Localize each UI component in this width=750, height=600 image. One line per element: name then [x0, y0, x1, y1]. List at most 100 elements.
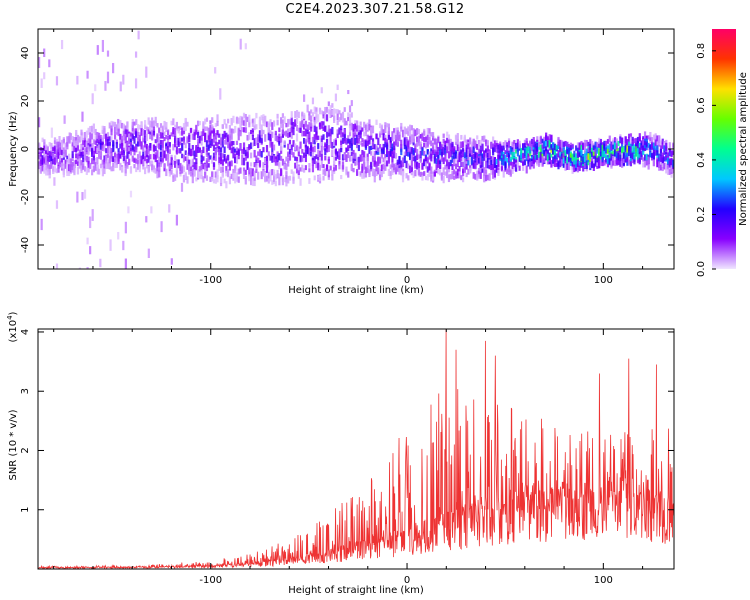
spectrogram-cell: [419, 150, 422, 157]
spectrogram-cell: [493, 140, 496, 148]
spectrogram-cell: [350, 122, 353, 131]
spectrogram-cell: [184, 117, 187, 123]
spectrogram-cell: [91, 209, 94, 221]
spectrogram-cell: [73, 140, 76, 147]
spectrogram-cell: [366, 140, 369, 146]
snr-line: [38, 329, 674, 569]
spectrogram-cell: [278, 127, 281, 133]
spectrogram-cell: [62, 153, 65, 158]
spectrogram-cell: [407, 126, 410, 132]
spectrogram-cell: [255, 112, 258, 119]
spectrogram-cell: [476, 158, 479, 166]
spectrogram-cell: [532, 137, 535, 142]
spectrogram-cell: [144, 136, 147, 144]
spectrogram-cell: [119, 154, 122, 159]
spectrogram-cell: [135, 119, 138, 125]
spectrogram-cell: [576, 166, 580, 173]
spectrogram-cell: [152, 126, 156, 133]
spectrogram-cell: [320, 145, 323, 153]
spectrogram-cell: [504, 154, 507, 162]
spectrogram-cell: [386, 160, 389, 167]
spectrogram-cell: [131, 121, 134, 128]
spectrogram-cell: [80, 129, 83, 136]
spectrogram-cell: [347, 89, 350, 95]
spectrogram-cell: [235, 155, 239, 164]
spectrogram-cell: [193, 155, 196, 160]
spectrogram-cell: [133, 158, 136, 163]
spectrogram-cell: [216, 114, 219, 123]
spectrogram-cell: [205, 140, 209, 148]
spectrogram-cell: [170, 120, 173, 126]
spectrogram-cell: [234, 156, 237, 164]
spectrogram-cell: [106, 162, 110, 169]
spectrogram-cell: [553, 159, 557, 168]
spectrogram-cell: [391, 143, 394, 151]
spectrogram-cell: [165, 128, 168, 133]
spectrogram-cell: [525, 153, 528, 159]
spectrogram-cell: [310, 109, 313, 114]
spectrogram-cell: [389, 164, 392, 170]
spectrogram-cell: [605, 154, 608, 159]
spectrogram-cell: [198, 171, 201, 179]
spectrogram-cell: [532, 145, 535, 152]
spectrogram-cell: [435, 158, 438, 165]
spectrogram-cell: [101, 137, 104, 146]
spectrogram-cell: [223, 134, 226, 139]
spectrogram-cell: [216, 142, 219, 149]
spectrogram-cell: [465, 150, 468, 158]
spectrogram-cell: [596, 157, 599, 162]
spectrogram-cell: [105, 155, 108, 163]
spectrogram-cell: [154, 154, 157, 163]
spectrogram-cell: [363, 121, 366, 128]
spectrogram-cell: [227, 118, 230, 124]
spectrogram-cell: [407, 151, 410, 157]
spectrogram-cells: [38, 30, 674, 269]
spectrogram-cell: [421, 175, 424, 181]
spectrogram-cell: [200, 131, 203, 136]
spectrogram-cell: [409, 124, 412, 132]
spectrogram-cell: [140, 143, 143, 150]
spectrogram-cell: [218, 163, 221, 171]
spectrogram-cell: [121, 122, 124, 129]
spectrogram-cell: [66, 142, 69, 150]
spectrogram-cell: [504, 150, 507, 155]
spectrogram-cell: [348, 131, 352, 137]
spectrogram-cell: [458, 145, 461, 153]
spectrogram-cell: [108, 136, 111, 142]
spectrogram-cell: [550, 147, 553, 153]
spectrogram-cell: [594, 141, 597, 149]
spectrogram-cell: [601, 144, 604, 152]
spectrogram-cell: [269, 169, 272, 176]
spectrogram-cell: [462, 177, 465, 183]
spectrogram-cell: [82, 151, 85, 156]
spectrogram-cell: [142, 137, 145, 143]
spectrogram-cell: [629, 153, 633, 159]
spectrogram-cell: [462, 151, 465, 156]
spectrogram-cell: [643, 135, 647, 142]
spectrogram-cell: [101, 169, 104, 177]
spectrogram-cell: [668, 142, 671, 149]
spectrogram-cell: [661, 163, 664, 172]
spectrogram-cell: [666, 152, 670, 159]
spectrogram-cell: [182, 140, 186, 145]
spectrogram-cell: [94, 136, 97, 144]
spectrogram-cell: [575, 145, 578, 151]
spectrogram-cell: [310, 142, 313, 151]
spectrogram-cell: [239, 38, 242, 50]
spectrogram-cell: [38, 57, 41, 69]
spectrogram-cell: [318, 109, 322, 115]
spectrogram-cell: [550, 134, 553, 143]
spectrogram-cell: [652, 146, 655, 152]
spectrogram-cell: [564, 164, 567, 171]
spectrogram-cell: [442, 143, 445, 148]
spectrogram-cell: [131, 124, 134, 132]
spectrogram-cell: [48, 170, 51, 175]
spectrogram-cell: [285, 179, 288, 187]
spectrogram-cell: [500, 157, 504, 165]
spectrogram-cell: [621, 140, 624, 149]
spectrogram-cell: [352, 156, 355, 164]
spectrogram-cell: [458, 171, 461, 179]
spectrogram-cell: [656, 150, 659, 156]
spectrogram-cell: [191, 175, 194, 184]
spectrogram-cell: [509, 159, 512, 166]
